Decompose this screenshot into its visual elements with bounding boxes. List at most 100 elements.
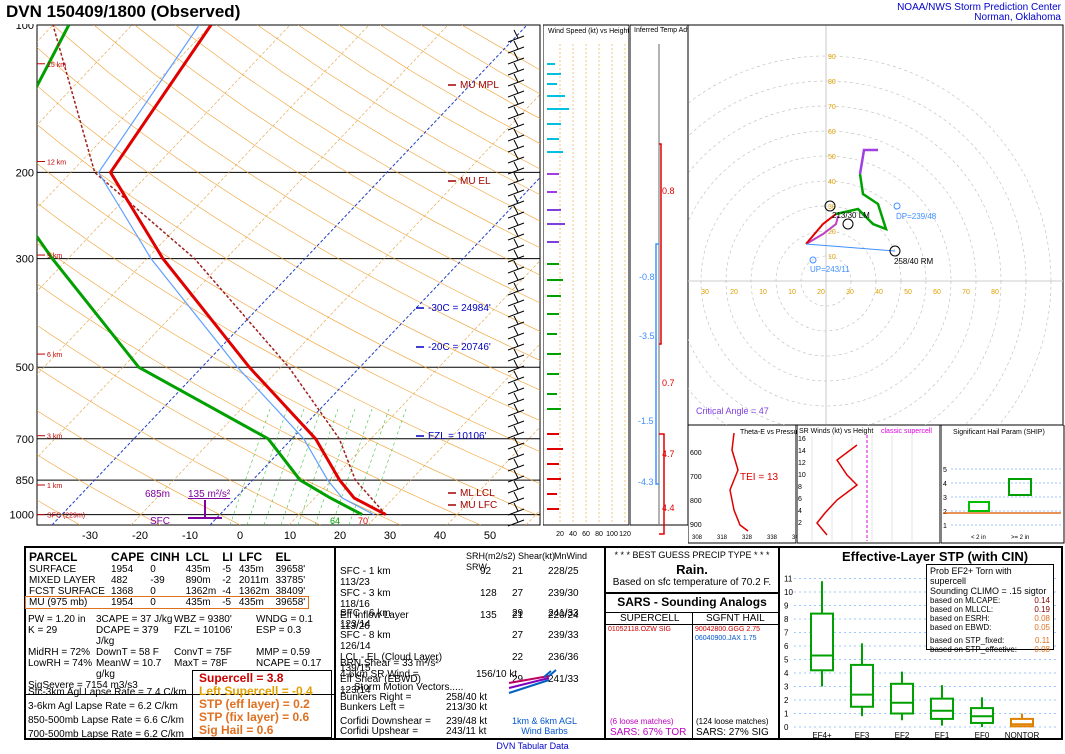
- mixing-ratio-line: [246, 408, 288, 525]
- stp-prob-row: based on ESRH: 0.08: [930, 614, 1050, 623]
- wind-barb: [507, 387, 525, 395]
- srw-y-tick: 12: [798, 460, 806, 467]
- kinematic-row: SFC - 6 km 29 241/33 123/14: [340, 608, 604, 630]
- hodo-x-label: 10: [788, 289, 796, 296]
- wind-barb: [507, 57, 525, 65]
- kinematic-cell: 128: [480, 588, 497, 599]
- wind-barb: [507, 178, 525, 186]
- mu-lfc-label: MU LFC: [460, 500, 497, 511]
- tadv-value-label: -0.8: [639, 272, 655, 282]
- wind-barb-flag: [513, 326, 519, 336]
- thetae-x-tick: 318: [717, 535, 728, 541]
- parcel-cell: 1954: [110, 564, 134, 575]
- thetae-profile: [729, 432, 749, 532]
- kinematic-cell: 126/14: [340, 641, 371, 652]
- pressure-tick-label: 100: [16, 24, 34, 32]
- height-label: 15 km: [47, 62, 66, 69]
- hodo-x-label: 20: [817, 289, 825, 296]
- parcel-cell: 0: [150, 597, 156, 608]
- dry-adiabat: [93, 25, 540, 304]
- wind-barb-flag: [513, 260, 519, 270]
- kinematic-cell: 29: [512, 674, 524, 685]
- wind-barb-flag: [513, 95, 519, 105]
- stp-prob-value: 0.19: [1034, 605, 1050, 614]
- height-label: 9 km: [47, 253, 62, 260]
- stp-y-tick: 4: [784, 669, 789, 678]
- sigsevere: SigSevere = 7154 m3/s3: [28, 680, 138, 691]
- temp-tick-label: 40: [434, 530, 446, 542]
- dry-adiabat: [175, 25, 540, 249]
- parcel-misc: PW = 1.20 in 3CAPE = 37 J/kg WBZ = 9380' WN…: [26, 614, 334, 680]
- height-label: SFC (229m): [47, 513, 85, 520]
- wind-barb: [507, 475, 525, 483]
- stp-box: [930, 697, 954, 720]
- hodo-ring-label: 40: [828, 179, 836, 186]
- pressure-tick-label: 850: [16, 475, 34, 487]
- wspd-tick-label: 40: [569, 531, 577, 538]
- lapse-rates: Sfc-3km Agl Lapse Rate = 7.4 C/km 3-6km A…: [28, 686, 187, 742]
- parcel-row: SURFACE 1954 0 435m -5 435m 39658': [26, 564, 308, 575]
- parcel-cell: -2: [222, 575, 232, 586]
- kinematic-cell: 27: [512, 588, 524, 599]
- stp-box: [890, 682, 914, 715]
- wind-barb: [507, 90, 525, 98]
- corfidi-up-label: Corfidi Upshear =: [340, 726, 419, 737]
- hodo-ring-label: 70: [828, 104, 836, 111]
- stp-prob-label: based on MLLCL:: [930, 605, 994, 614]
- org-location: Norman, Oklahoma: [974, 12, 1061, 23]
- tadv-bar: [659, 143, 662, 345]
- stp-category-label: EF3: [855, 731, 870, 740]
- wind-speed-title: Wind Speed (kt) vs Height: [548, 28, 629, 35]
- corfidi-down-value: 239/48 kt: [446, 716, 488, 727]
- kinematic-cell: SFC - 3 km: [340, 588, 391, 599]
- wind-barb: [507, 343, 525, 351]
- hodo-x-label: 50: [904, 289, 912, 296]
- composite-index: STP (eff layer) = 0.2: [199, 697, 310, 711]
- stp-y-tick: 0: [784, 723, 789, 732]
- temp-tick-label: 10: [284, 530, 296, 542]
- wind-barb-flag: [513, 227, 519, 237]
- stp-category-label: EF2: [895, 731, 910, 740]
- stp-prob-label: based on STP_effective:: [930, 645, 1018, 654]
- tei-label: TEI = 13: [740, 472, 779, 483]
- stp-y-tick: 10: [784, 588, 793, 597]
- kinematic-cell: 27: [512, 630, 524, 641]
- wind-barb-flag: [513, 282, 519, 292]
- wind-barb-flag: [513, 139, 519, 149]
- kinematic-cell: 239/33: [548, 630, 579, 641]
- parcel-cell: 2011m: [238, 575, 269, 586]
- thetae-y-tick: 600: [690, 450, 702, 457]
- fzl-label: FZL = 10106': [428, 431, 487, 442]
- hodograph: 10 20 30 40 50 60 70 80 90 30 20 10 10 20 30 40 50 60 70 80…: [688, 24, 1064, 426]
- wind-barb: [507, 497, 525, 505]
- kinematic-cell: 29: [512, 608, 524, 619]
- wind-barb-flag: [513, 425, 519, 435]
- tadv-value-label: 4.7: [662, 449, 675, 459]
- srw-46-value: 156/10 kt: [476, 669, 518, 680]
- hodo-bunkers-line: [805, 243, 896, 252]
- parcel-cell: -5: [222, 597, 232, 608]
- parcel-misc-row: LowRH = 74% MeanW = 10.7 g/kg MaxT = 78F NC…: [28, 658, 334, 680]
- parcel-cell: 38409': [275, 586, 306, 597]
- up-marker: [809, 256, 817, 264]
- kinematic-cell: 21: [512, 566, 524, 577]
- parcel-cell: 1362m: [185, 586, 217, 597]
- parcel-cell: MIXED LAYER: [29, 575, 96, 586]
- ship-cat-label: >= 2 in: [1011, 535, 1029, 541]
- wind-barb: [507, 321, 525, 329]
- wind-barb: [507, 442, 525, 450]
- stp-y-tick: 9: [784, 602, 789, 611]
- parcel-cell: 1368: [110, 586, 134, 597]
- parcel-cell: 33785': [275, 575, 306, 586]
- composite-index: Left Supercell = -0.4: [199, 684, 313, 698]
- srh-label: 135 m²/s²: [188, 489, 231, 500]
- parcel-cell: 0: [150, 564, 156, 575]
- parcel-header-cell: CINH: [150, 550, 180, 564]
- wind-barb: [507, 145, 525, 153]
- stp-prob-value: 0.08: [1034, 645, 1050, 654]
- tadv-value-label: -3.5: [639, 331, 655, 341]
- hodo-x-label: 20: [730, 289, 738, 296]
- storm-motion-marker: [889, 245, 901, 257]
- parcel-cell: 1954: [110, 597, 134, 608]
